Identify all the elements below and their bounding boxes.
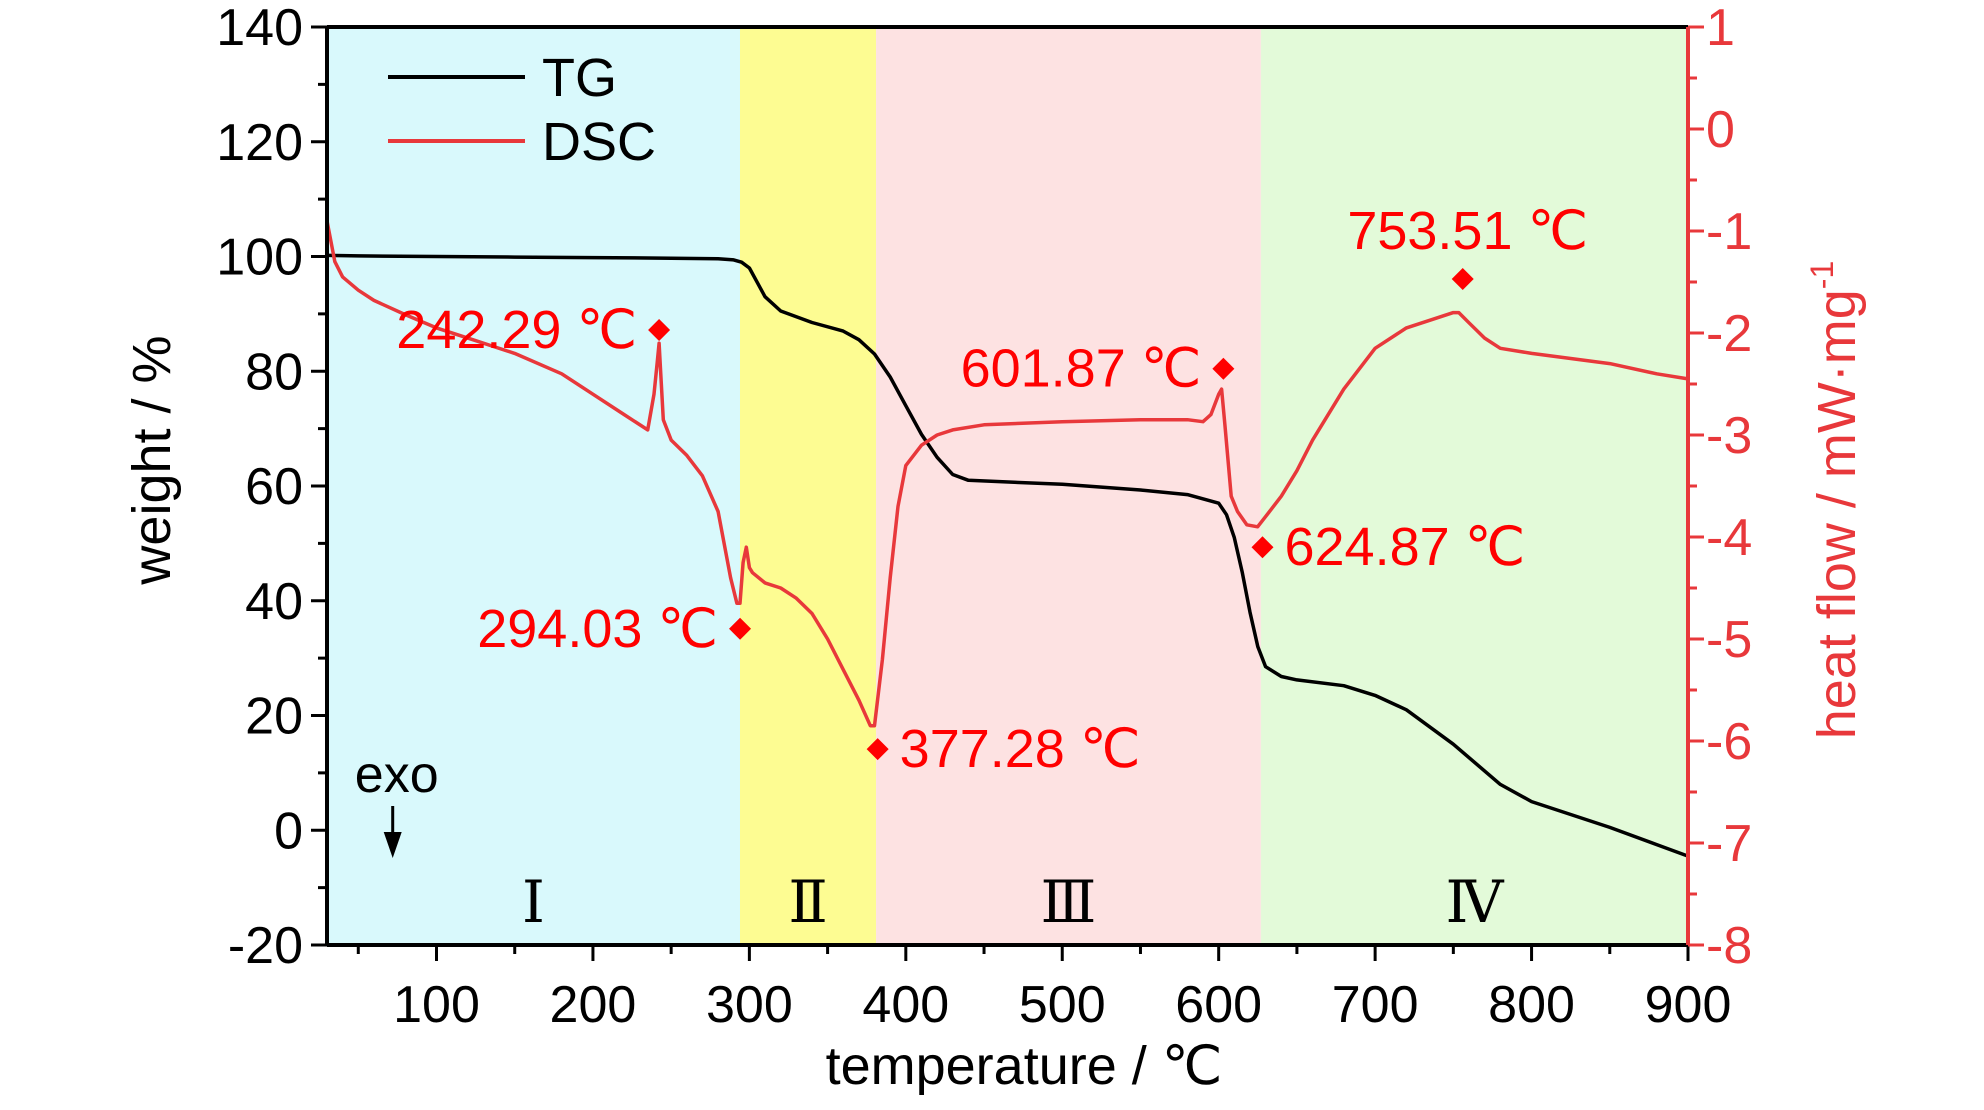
stage-label-4: Ⅳ <box>1445 870 1504 935</box>
thermal-stage-labels: Ⅰ Ⅱ Ⅲ Ⅳ <box>522 870 1504 935</box>
peak-marker-2 <box>729 617 752 640</box>
x-axis: 100 200 300 400 500 600 700 800 900 <box>356 945 1732 1034</box>
x-tick-label-800: 800 <box>1488 976 1575 1034</box>
right-y-axis-title-main: heat flow / mW·mg <box>1807 289 1867 739</box>
x-tick-label-200: 200 <box>550 976 637 1034</box>
stage-label-3: Ⅲ <box>1041 870 1097 935</box>
left-tick-label-20: 20 <box>245 688 303 746</box>
peak-marker-6 <box>1451 267 1474 290</box>
peak-marker-5 <box>1251 536 1274 559</box>
right-y-axis-title-superscript: -1 <box>1804 261 1840 289</box>
right-y-axis: -8 -7 -6 -5 -4 -3 -2 -1 0 1 <box>1688 0 1752 975</box>
peak-label-1: 242.29 ℃ <box>396 300 637 360</box>
exo-label: exo <box>355 746 439 804</box>
left-tick-label--20: -20 <box>228 917 303 975</box>
thermal-stage-regions <box>327 27 1688 945</box>
stage-label-1: Ⅰ <box>522 870 545 935</box>
peak-markers: 242.29 ℃ 294.03 ℃ 377.28 ℃ 601.87 ℃ 624.87 ℃… <box>396 201 1588 779</box>
right-tick-label--3: -3 <box>1706 407 1752 465</box>
right-tick-label--7: -7 <box>1706 815 1752 873</box>
x-axis-title: temperature / ℃ <box>826 1036 1223 1096</box>
right-tick-label--4: -4 <box>1706 509 1752 567</box>
peak-label-4: 601.87 ℃ <box>961 339 1202 399</box>
peak-marker-1 <box>648 318 671 341</box>
left-tick-label-100: 100 <box>216 229 303 287</box>
right-tick-label--6: -6 <box>1706 713 1752 771</box>
x-tick-label-900: 900 <box>1645 976 1732 1034</box>
peak-label-3: 377.28 ℃ <box>900 719 1141 779</box>
left-tick-label-80: 80 <box>245 343 303 401</box>
right-tick-label--1: -1 <box>1706 203 1752 261</box>
right-tick-label--5: -5 <box>1706 611 1752 669</box>
right-tick-label-0: 0 <box>1706 101 1735 159</box>
exo-arrow-head <box>383 832 402 858</box>
left-y-axis: -20 0 20 40 60 80 100 120 140 <box>216 0 327 975</box>
series-line-tg <box>326 253 1689 858</box>
right-tick-label-1: 1 <box>1706 0 1735 57</box>
right-tick-label--2: -2 <box>1706 305 1752 363</box>
stage-label-2: Ⅱ <box>788 870 827 935</box>
x-tick-label-600: 600 <box>1175 976 1262 1034</box>
peak-marker-3 <box>866 738 889 761</box>
x-tick-label-100: 100 <box>393 976 480 1034</box>
left-tick-label-60: 60 <box>245 458 303 516</box>
left-tick-label-120: 120 <box>216 114 303 172</box>
right-tick-label--8: -8 <box>1706 917 1752 975</box>
legend-label-dsc: DSC <box>542 112 656 172</box>
peak-marker-4 <box>1212 357 1235 380</box>
x-tick-label-500: 500 <box>1019 976 1106 1034</box>
legend-label-tg: TG <box>542 48 617 108</box>
series-lines <box>325 220 1689 858</box>
peak-label-5: 624.87 ℃ <box>1284 517 1525 577</box>
x-tick-label-300: 300 <box>706 976 793 1034</box>
exo-indicator: exo <box>355 746 439 858</box>
peak-label-2: 294.03 ℃ <box>477 599 718 659</box>
series-line-dsc <box>325 220 1689 728</box>
stage-region-2 <box>739 27 877 945</box>
stage-region-1 <box>327 27 740 945</box>
left-tick-label-40: 40 <box>245 573 303 631</box>
left-y-axis-title: weight / % <box>122 335 182 585</box>
x-tick-label-700: 700 <box>1332 976 1419 1034</box>
right-y-axis-title: heat flow / mW·mg-1 <box>1804 261 1867 740</box>
left-tick-label-0: 0 <box>274 802 303 860</box>
x-tick-label-400: 400 <box>862 976 949 1034</box>
left-tick-label-140: 140 <box>216 0 303 57</box>
peak-label-6: 753.51 ℃ <box>1347 201 1588 261</box>
stage-region-4 <box>1260 27 1688 945</box>
